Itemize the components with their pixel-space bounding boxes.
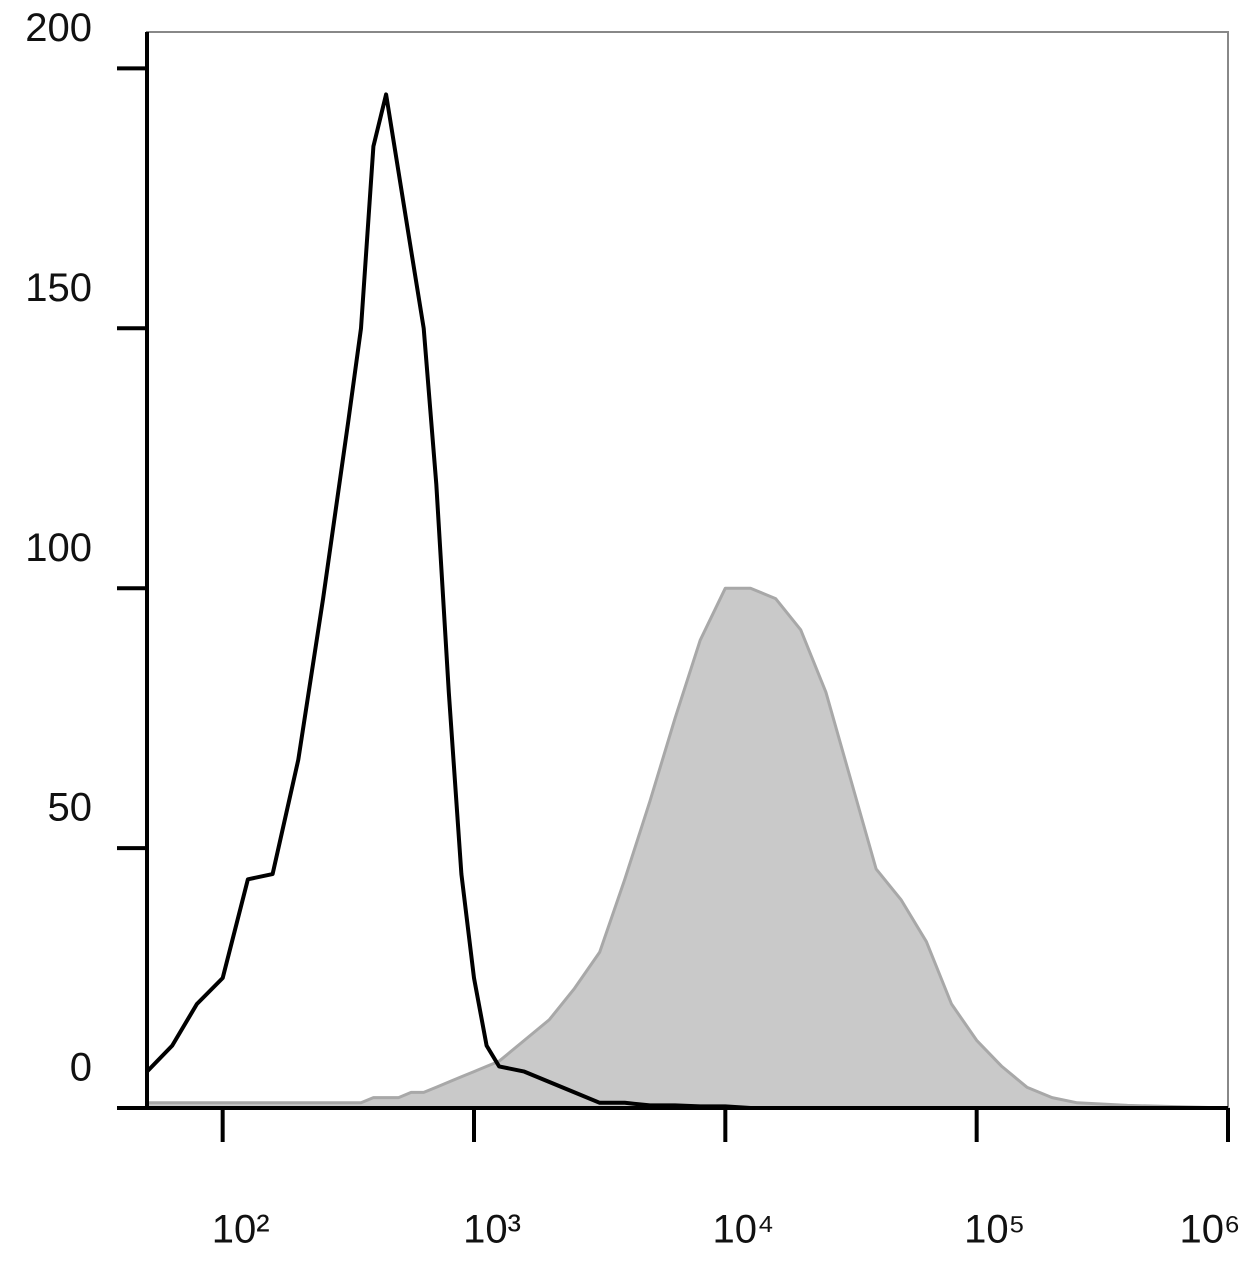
- y-tick-label: 100: [25, 526, 92, 570]
- x-tick-label: 10⁶: [1180, 1208, 1241, 1252]
- x-tick-label: 10³: [463, 1208, 521, 1252]
- y-tick-label: 50: [48, 786, 93, 830]
- x-tick-label: 10²: [212, 1208, 270, 1252]
- y-tick-label: 0: [70, 1046, 92, 1090]
- y-tick-label: 200: [25, 6, 92, 50]
- x-tick-label: 10⁴: [712, 1208, 774, 1252]
- y-tick-label: 150: [25, 266, 92, 310]
- x-tick-label: 10⁵: [964, 1208, 1025, 1252]
- histogram-area: [145, 586, 1230, 1110]
